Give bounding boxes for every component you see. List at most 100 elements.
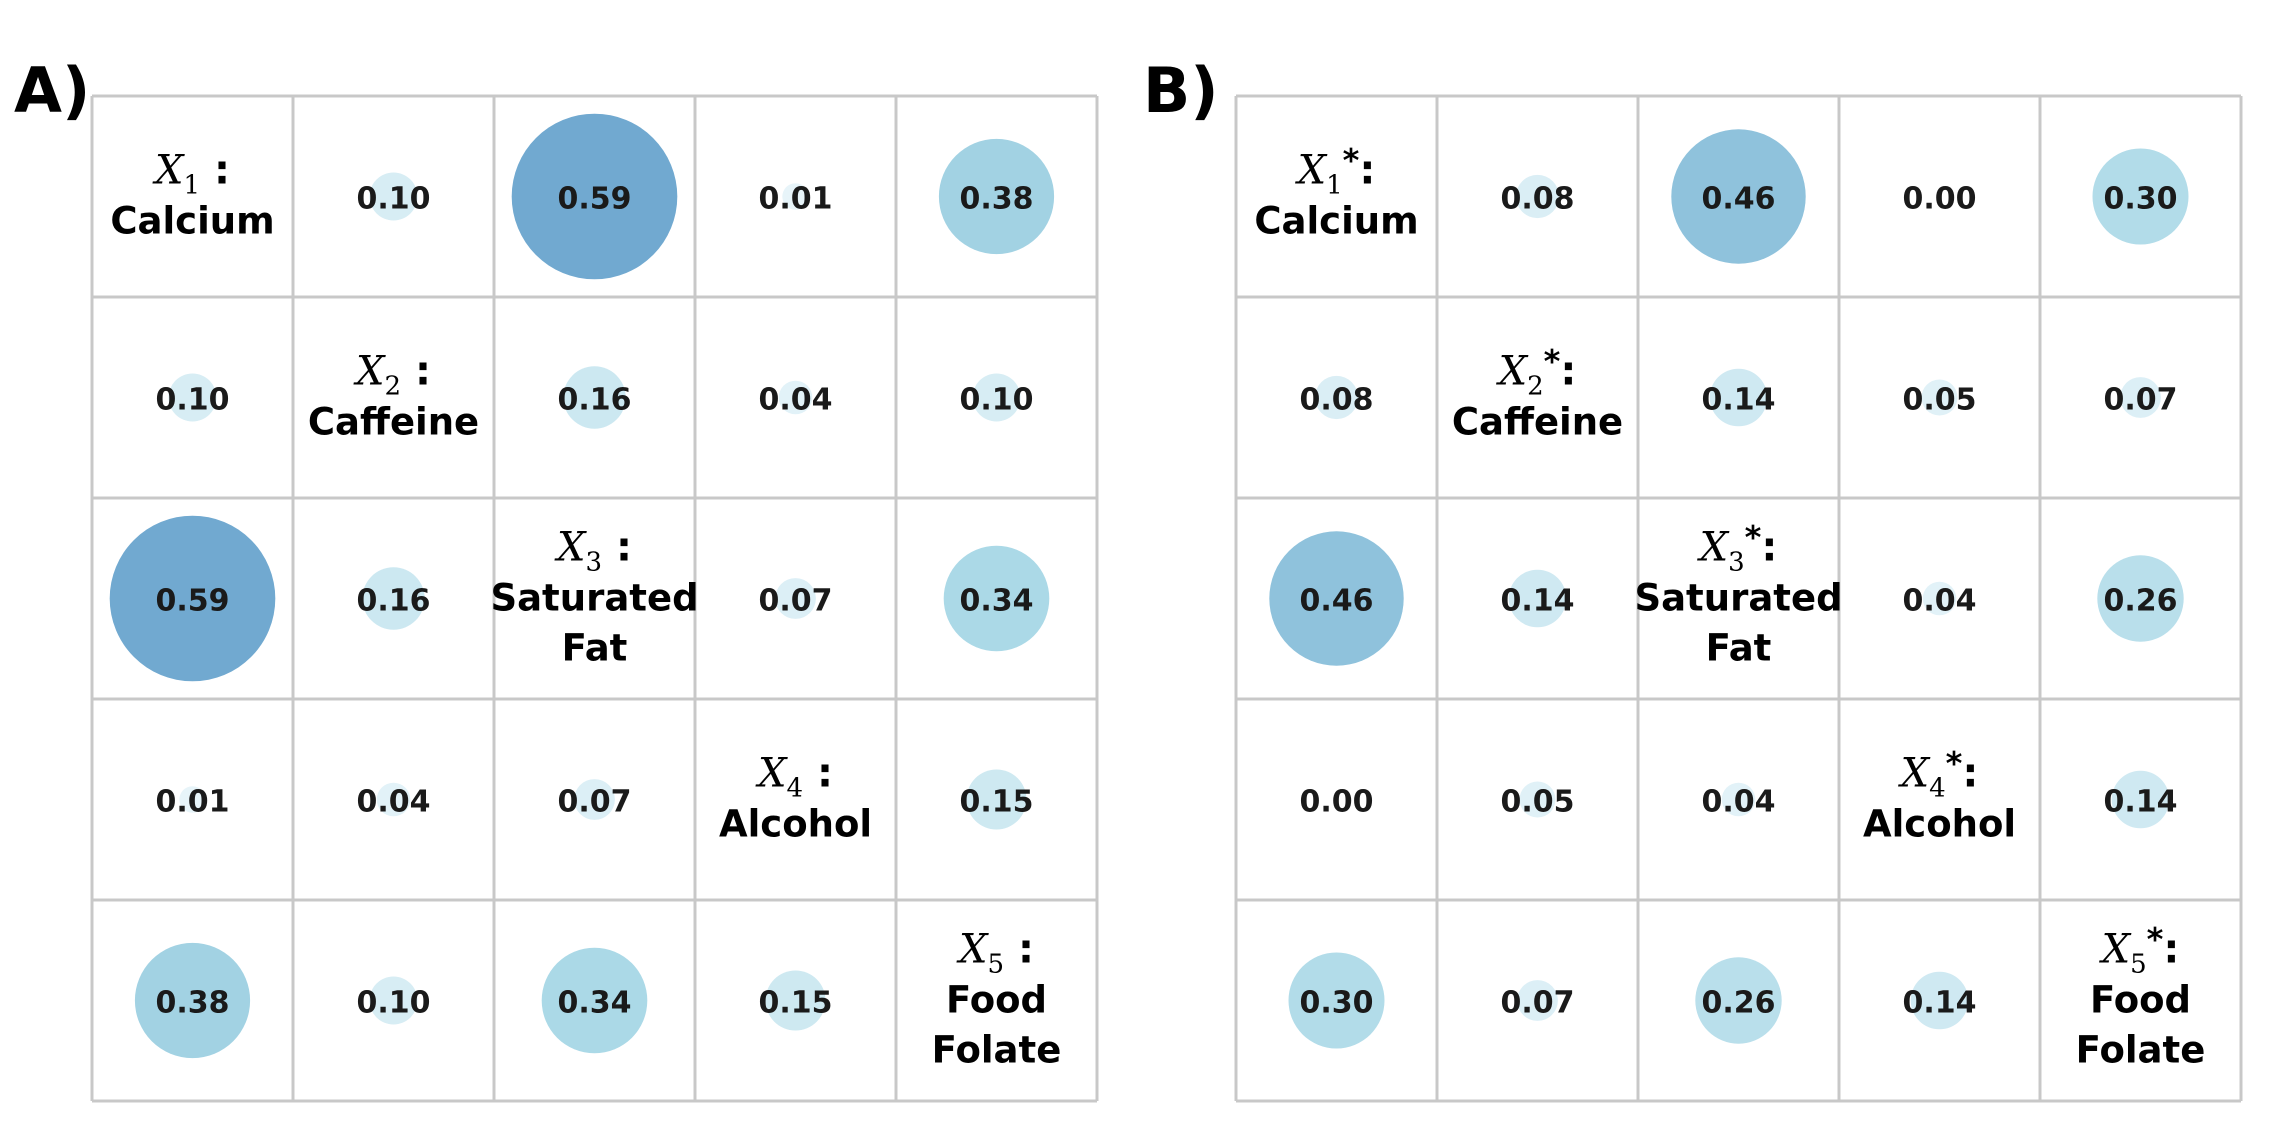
correlation-bubble [541, 947, 648, 1054]
correlation-value: 0.07 [1500, 986, 1574, 1021]
correlation-bubble [778, 380, 813, 415]
variable-name: Food [2090, 979, 2191, 1022]
correlation-bubble [1519, 781, 1556, 818]
variable-name: Alcohol [719, 803, 872, 846]
correlation-bubble [1515, 174, 1560, 219]
correlation-value: 0.59 [557, 182, 631, 217]
correlation-value: 0.46 [1701, 182, 1775, 217]
correlation-bubble [966, 769, 1027, 830]
matrix-panel-b: X1*:Calcium 0.08 0.46 0.00 0.30 0.08 X2*:Caffe… [1234, 94, 2243, 1103]
correlation-value: 0.00 [1902, 182, 1976, 217]
correlation-value: 0.07 [557, 785, 631, 820]
correlation-bubble [574, 779, 615, 820]
correlation-bubble [511, 113, 678, 280]
correlation-bubble [782, 183, 809, 210]
variable-symbol: X2 : [353, 349, 431, 402]
correlation-value: 0.10 [155, 383, 229, 418]
correlation-bubble [134, 942, 251, 1059]
variable-symbol: X2*: [1496, 343, 1577, 402]
variable-symbol: X3*: [1697, 519, 1778, 578]
correlation-bubble [2120, 377, 2161, 418]
correlation-bubble [2097, 555, 2184, 642]
panel-label-b: B) [1143, 54, 1219, 127]
correlation-value: 0.34 [959, 584, 1033, 619]
correlation-value: 0.00 [1299, 785, 1373, 820]
variable-symbol: X3 : [554, 525, 632, 578]
correlation-value: 0.15 [758, 986, 832, 1021]
correlation-value: 0.10 [356, 986, 430, 1021]
correlation-bubble [765, 970, 826, 1031]
correlation-value: 0.04 [1902, 584, 1976, 619]
correlation-bubble [179, 786, 206, 813]
correlation-bubble [1517, 980, 1558, 1021]
variable-name: Calcium [110, 200, 274, 243]
correlation-bubble [109, 515, 276, 682]
correlation-value: 0.04 [758, 383, 832, 418]
variable-name: Alcohol [1863, 803, 2016, 846]
correlation-bubble [376, 782, 411, 817]
correlation-bubble [2111, 770, 2170, 829]
correlation-value: 0.34 [557, 986, 631, 1021]
correlation-bubble [1709, 368, 1768, 427]
variable-name: Saturated [490, 577, 698, 620]
correlation-bubble [1288, 952, 1385, 1049]
correlation-value: 0.04 [356, 785, 430, 820]
correlation-value: 0.26 [1701, 986, 1775, 1021]
panel-label-a: A) [14, 54, 91, 127]
variable-name: Food [946, 979, 1047, 1022]
correlation-value: 0.10 [959, 383, 1033, 418]
variable-symbol: X1 : [152, 148, 230, 201]
correlation-value: 0.59 [155, 584, 229, 619]
correlation-value: 0.30 [1299, 986, 1373, 1021]
correlation-value: 0.14 [1902, 986, 1976, 1021]
correlation-value: 0.08 [1299, 383, 1373, 418]
correlation-bubble [1314, 375, 1359, 420]
correlation-value: 0.05 [1500, 785, 1574, 820]
variable-symbol: X1*: [1295, 142, 1376, 201]
variable-symbol: X4 : [755, 751, 833, 804]
correlation-bubble [563, 366, 626, 429]
correlation-value: 0.38 [959, 182, 1033, 217]
variable-symbol: X4*: [1898, 745, 1979, 804]
correlation-value: 0.14 [2103, 785, 2177, 820]
correlation-bubble [1922, 581, 1957, 616]
correlation-bubble [168, 373, 217, 422]
correlation-value: 0.14 [1701, 383, 1775, 418]
correlation-bubble [369, 172, 418, 221]
matrix-panel-a: X1 :Calcium 0.10 0.59 0.01 0.38 0.10 X2 :Caffe… [90, 94, 1099, 1103]
correlation-value: 0.04 [1701, 785, 1775, 820]
correlation-bubble [362, 567, 425, 630]
correlation-value: 0.07 [2103, 383, 2177, 418]
correlation-bubble [972, 373, 1021, 422]
variable-name: Folate [2076, 1029, 2206, 1072]
variable-name: Caffeine [1452, 401, 1623, 444]
correlation-value: 0.46 [1299, 584, 1373, 619]
correlation-value: 0.38 [155, 986, 229, 1021]
correlation-bubble [1721, 782, 1756, 817]
correlation-bubble [1910, 971, 1969, 1030]
correlation-value: 0.05 [1902, 383, 1976, 418]
correlation-bubble [1695, 957, 1782, 1044]
correlation-value: 0.15 [959, 785, 1033, 820]
correlation-value: 0.14 [1500, 584, 1574, 619]
variable-symbol: X5*: [2099, 921, 2180, 980]
correlation-bubble [1508, 569, 1567, 628]
correlation-value: 0.01 [155, 785, 229, 820]
correlation-bubble [2092, 148, 2189, 245]
variable-name: Fat [1706, 627, 1772, 670]
correlation-value: 0.01 [758, 182, 832, 217]
variable-name: Folate [932, 1029, 1062, 1072]
correlation-bubble [943, 545, 1050, 652]
correlation-value: 0.08 [1500, 182, 1574, 217]
correlation-bubble [1269, 531, 1404, 666]
correlation-bubble [938, 138, 1055, 255]
variable-name: Calcium [1254, 200, 1418, 243]
variable-symbol: X5 : [956, 927, 1034, 980]
variable-name: Saturated [1634, 577, 1842, 620]
variable-name: Caffeine [308, 401, 479, 444]
variable-name: Fat [562, 627, 628, 670]
correlation-value: 0.16 [356, 584, 430, 619]
correlation-value: 0.07 [758, 584, 832, 619]
correlation-value: 0.26 [2103, 584, 2177, 619]
